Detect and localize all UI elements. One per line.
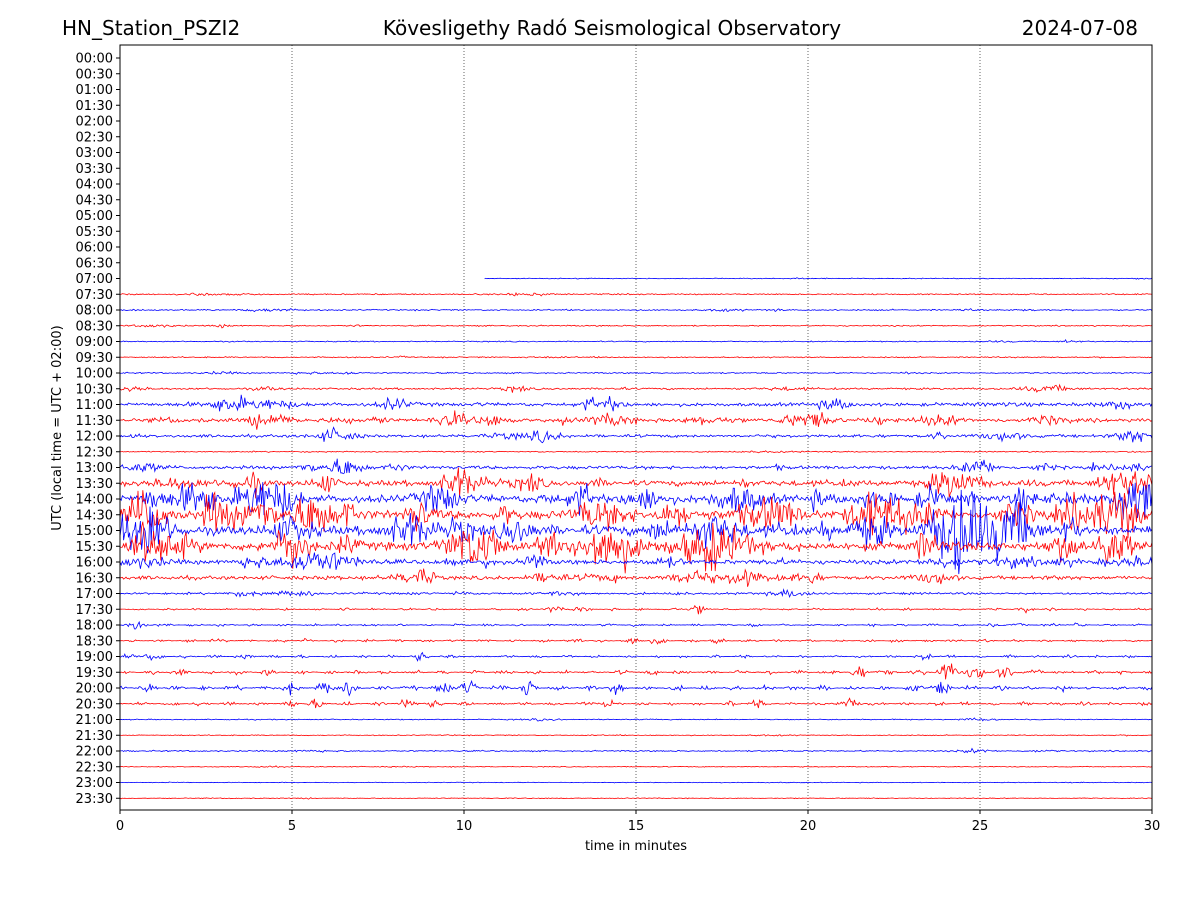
trace-1930	[119, 663, 1153, 680]
x-tick-label: 5	[288, 819, 296, 834]
trace-2230	[119, 765, 1153, 768]
y-tick-label: 09:00	[76, 335, 113, 350]
trace-1230	[119, 450, 1153, 454]
y-tick-label: 17:00	[76, 587, 113, 602]
y-tick-label: 00:00	[76, 52, 113, 67]
y-tick-label: 13:30	[76, 477, 113, 492]
y-tick-label: 15:30	[76, 540, 113, 555]
trace-0700	[484, 277, 1153, 280]
trace-1100	[119, 394, 1153, 412]
x-tick-label: 15	[628, 819, 645, 834]
y-tick-label: 12:30	[76, 445, 113, 460]
trace-1330	[119, 467, 1153, 499]
y-tick-label: 03:00	[76, 146, 113, 161]
y-axis-ticks: 00:0000:3001:0001:3002:0002:3003:0003:30…	[76, 52, 120, 807]
x-tick-label: 0	[116, 819, 124, 834]
seismic-traces	[119, 277, 1153, 800]
trace-1830	[119, 637, 1153, 645]
y-tick-label: 11:00	[76, 398, 113, 413]
y-tick-label: 22:30	[76, 760, 113, 775]
trace-1700	[119, 588, 1153, 599]
trace-1900	[119, 651, 1153, 662]
y-tick-label: 01:00	[76, 83, 113, 98]
trace-2000	[119, 679, 1153, 697]
y-tick-label: 07:00	[76, 272, 113, 287]
y-tick-label: 23:00	[76, 776, 113, 791]
trace-1000	[119, 370, 1153, 375]
y-tick-label: 21:00	[76, 713, 113, 728]
trace-1400	[119, 482, 1153, 521]
y-tick-label: 13:00	[76, 461, 113, 476]
y-tick-label: 07:30	[76, 288, 113, 303]
y-tick-label: 16:30	[76, 571, 113, 586]
y-tick-label: 11:30	[76, 414, 113, 429]
y-tick-label: 20:30	[76, 697, 113, 712]
trace-1300	[119, 458, 1153, 475]
chart-title: Kövesligethy Radó Seismological Observat…	[383, 16, 841, 40]
y-tick-label: 02:00	[76, 115, 113, 130]
trace-1200	[119, 426, 1153, 444]
y-tick-label: 12:00	[76, 430, 113, 445]
x-axis-label: time in minutes	[585, 839, 687, 854]
y-tick-label: 08:30	[76, 319, 113, 334]
chart-date: 2024-07-08	[1022, 16, 1138, 40]
x-tick-label: 20	[800, 819, 817, 834]
trace-2100	[119, 717, 1153, 722]
y-tick-label: 04:00	[76, 178, 113, 193]
gridlines	[291, 45, 981, 810]
trace-1500	[119, 489, 1153, 575]
trace-1030	[119, 383, 1153, 393]
x-tick-label: 25	[972, 819, 989, 834]
trace-0730	[119, 292, 1153, 297]
y-tick-label: 23:30	[76, 792, 113, 807]
y-tick-label: 15:00	[76, 524, 113, 539]
y-tick-label: 05:00	[76, 209, 113, 224]
y-tick-label: 01:30	[76, 99, 113, 114]
y-tick-label: 05:30	[76, 225, 113, 240]
y-tick-label: 19:30	[76, 666, 113, 681]
trace-1800	[120, 620, 1153, 630]
y-tick-label: 14:00	[76, 493, 113, 508]
y-tick-label: 22:00	[76, 745, 113, 760]
x-tick-label: 10	[456, 819, 473, 834]
trace-1130	[119, 410, 1153, 430]
x-axis-ticks: 0 5 10 15 20 25 30	[116, 810, 1160, 834]
y-tick-label: 17:30	[76, 603, 113, 618]
trace-1600	[119, 552, 1153, 571]
trace-1630	[119, 568, 1153, 587]
trace-2300	[119, 781, 1153, 784]
trace-0930	[119, 355, 1153, 359]
y-tick-label: 08:00	[76, 304, 113, 319]
y-tick-label: 14:30	[76, 508, 113, 523]
y-tick-label: 09:30	[76, 351, 113, 366]
y-tick-label: 10:30	[76, 382, 113, 397]
y-tick-label: 19:00	[76, 650, 113, 665]
y-axis-label: UTC (local time = UTC + 02:00)	[50, 325, 65, 530]
y-tick-label: 06:30	[76, 256, 113, 271]
y-tick-label: 10:00	[76, 367, 113, 382]
y-tick-label: 18:30	[76, 634, 113, 649]
trace-0830	[119, 323, 1153, 329]
trace-0800	[119, 308, 1153, 313]
station-name: HN_Station_PSZI2	[62, 16, 240, 40]
trace-2130	[119, 734, 1153, 737]
y-tick-label: 21:30	[76, 729, 113, 744]
y-tick-label: 00:30	[76, 67, 113, 82]
x-tick-label: 30	[1144, 819, 1161, 834]
y-tick-label: 16:00	[76, 556, 113, 571]
trace-1730	[119, 604, 1153, 615]
y-tick-label: 02:30	[76, 130, 113, 145]
trace-2030	[119, 697, 1153, 709]
y-tick-label: 03:30	[76, 162, 113, 177]
trace-2200	[119, 747, 1153, 754]
trace-1530	[119, 521, 1153, 574]
trace-2330	[119, 797, 1153, 800]
y-tick-label: 04:30	[76, 193, 113, 208]
y-tick-label: 20:00	[76, 682, 113, 697]
y-tick-label: 18:00	[76, 619, 113, 634]
y-tick-label: 06:00	[76, 241, 113, 256]
trace-0900	[119, 338, 1153, 343]
